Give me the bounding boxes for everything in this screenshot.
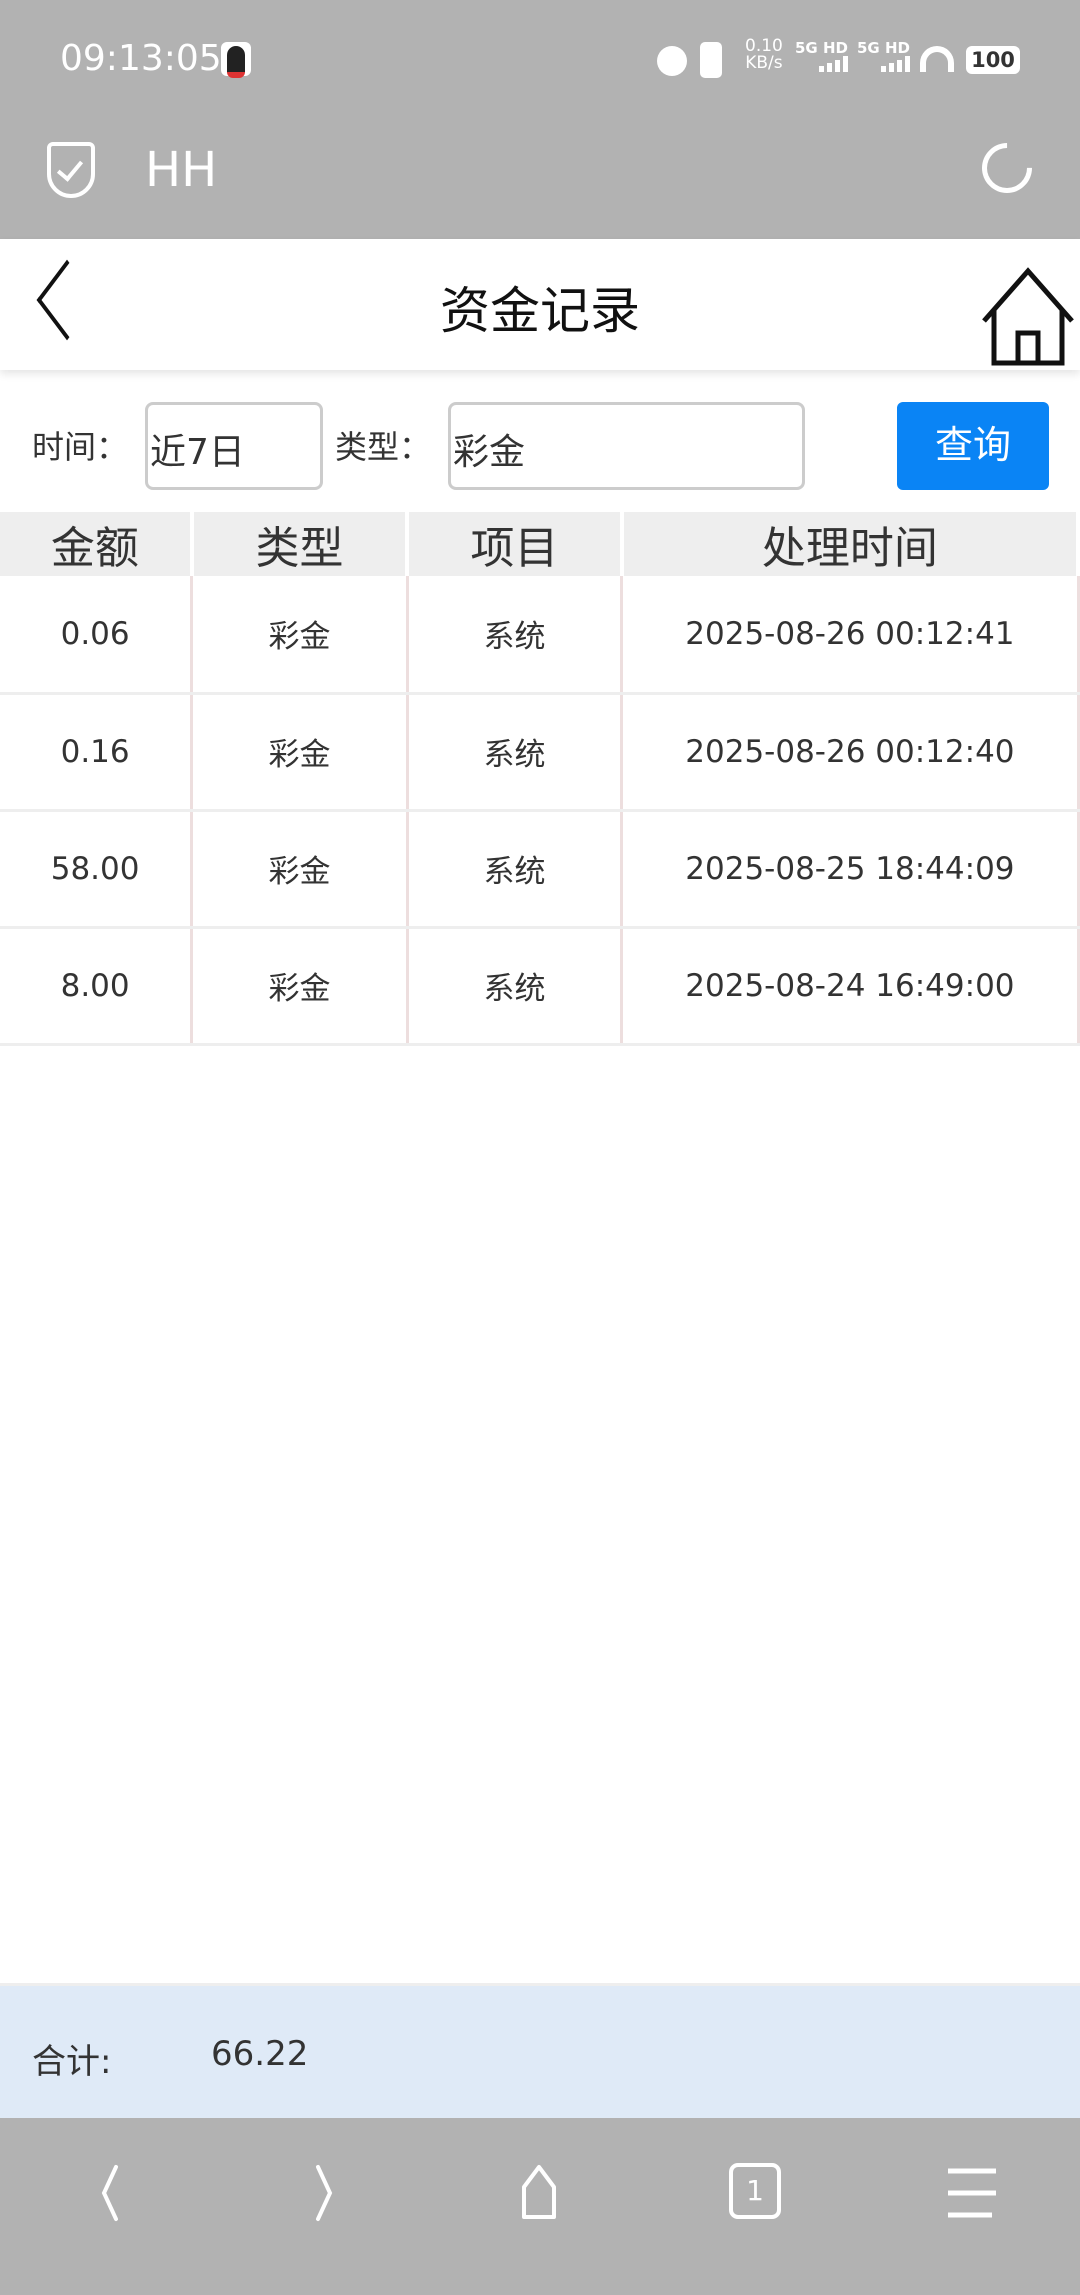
signal-icon: 5G HD	[795, 40, 848, 72]
qq-icon	[221, 42, 251, 78]
cell-item: 系统	[407, 810, 624, 929]
header-item: 项目	[407, 512, 624, 576]
tabs-button[interactable]: 1	[729, 2163, 781, 2219]
table-row: 8.00 彩金 系统 2025-08-24 16:49:00	[0, 927, 1080, 1046]
type-select[interactable]: 彩金	[448, 402, 805, 490]
table-row: 58.00 彩金 系统 2025-08-25 18:44:09	[0, 810, 1080, 929]
total-bar: 合计: 66.22	[0, 1983, 1080, 2118]
forward-icon[interactable]	[294, 2163, 354, 2223]
total-value: 66.22	[211, 2034, 309, 2074]
time-select[interactable]: 近7日	[145, 402, 323, 490]
net-speed: 0.10 KB/s	[745, 38, 783, 72]
page-title: 资金记录	[440, 282, 640, 340]
cell-amount: 58.00	[0, 810, 194, 929]
type-label: 类型：	[335, 428, 432, 466]
table-header: 金额 类型 项目 处理时间	[0, 512, 1080, 576]
cell-time: 2025-08-26 00:12:40	[621, 693, 1080, 812]
records-table: 金额 类型 项目 处理时间 0.06 彩金 系统 2025-08-26 00:12:4…	[0, 512, 1080, 1046]
cell-item: 系统	[407, 927, 624, 1046]
sim1-label: 5G HD	[795, 39, 848, 57]
back-icon[interactable]	[80, 2163, 140, 2223]
cell-type: 彩金	[191, 576, 409, 695]
header-amount: 金额	[0, 512, 194, 576]
time-label: 时间：	[32, 428, 129, 466]
cell-time: 2025-08-26 00:12:41	[621, 576, 1080, 695]
alarm-icon	[657, 46, 687, 76]
cell-amount: 0.16	[0, 693, 194, 812]
site-title[interactable]: HH	[145, 142, 218, 198]
battery-icon: 100	[966, 46, 1020, 74]
browser-top-bar: 09:13:05 0.10 KB/s 5G HD 5G HD 100 HH	[0, 0, 1080, 239]
header-type: 类型	[191, 512, 410, 576]
cell-type: 彩金	[191, 810, 409, 929]
cell-item: 系统	[407, 693, 624, 812]
status-time: 09:13:05	[60, 38, 222, 79]
table-row: 0.06 彩金 系统 2025-08-26 00:12:41	[0, 576, 1080, 695]
page-header: 资金记录	[0, 239, 1080, 370]
cell-time: 2025-08-24 16:49:00	[621, 927, 1080, 1046]
home-icon[interactable]	[509, 2163, 569, 2223]
cell-type: 彩金	[191, 693, 409, 812]
cell-item: 系统	[407, 576, 624, 695]
total-label: 合计:	[32, 2042, 112, 2082]
cell-amount: 8.00	[0, 927, 194, 1046]
menu-icon[interactable]	[942, 2163, 1002, 2223]
signal-icon: 5G HD	[857, 40, 910, 72]
header-time: 处理时间	[621, 512, 1080, 576]
vibrate-icon	[700, 42, 722, 78]
cell-time: 2025-08-25 18:44:09	[621, 810, 1080, 929]
query-button[interactable]: 查询	[897, 402, 1049, 490]
shield-icon[interactable]	[47, 142, 95, 198]
cell-amount: 0.06	[0, 576, 194, 695]
refresh-icon[interactable]	[971, 132, 1043, 204]
net-speed-value: 0.10	[745, 36, 783, 56]
table-row: 0.16 彩金 系统 2025-08-26 00:12:40	[0, 693, 1080, 812]
sim2-label: 5G HD	[857, 39, 910, 57]
home-icon[interactable]	[980, 267, 1076, 367]
net-speed-unit: KB/s	[745, 53, 783, 73]
wifi-icon	[920, 46, 954, 72]
cell-type: 彩金	[191, 927, 409, 1046]
browser-bottom-nav: 1	[0, 2118, 1080, 2295]
